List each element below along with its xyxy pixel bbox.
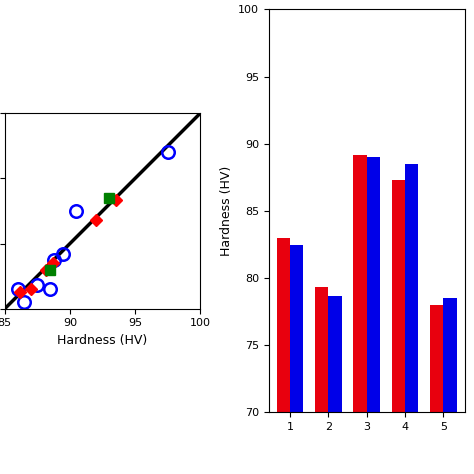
Bar: [392, 180, 405, 412]
X-axis label: Hardness (HV): Hardness (HV): [57, 334, 148, 347]
Bar: [276, 238, 290, 412]
Bar: [405, 164, 419, 412]
Bar: [290, 245, 303, 412]
Y-axis label: Hardness (HV): Hardness (HV): [219, 166, 233, 256]
Bar: [315, 288, 328, 412]
Bar: [430, 305, 443, 412]
Bar: [367, 157, 380, 412]
Bar: [443, 298, 457, 412]
Bar: [328, 296, 342, 412]
Bar: [353, 155, 367, 412]
